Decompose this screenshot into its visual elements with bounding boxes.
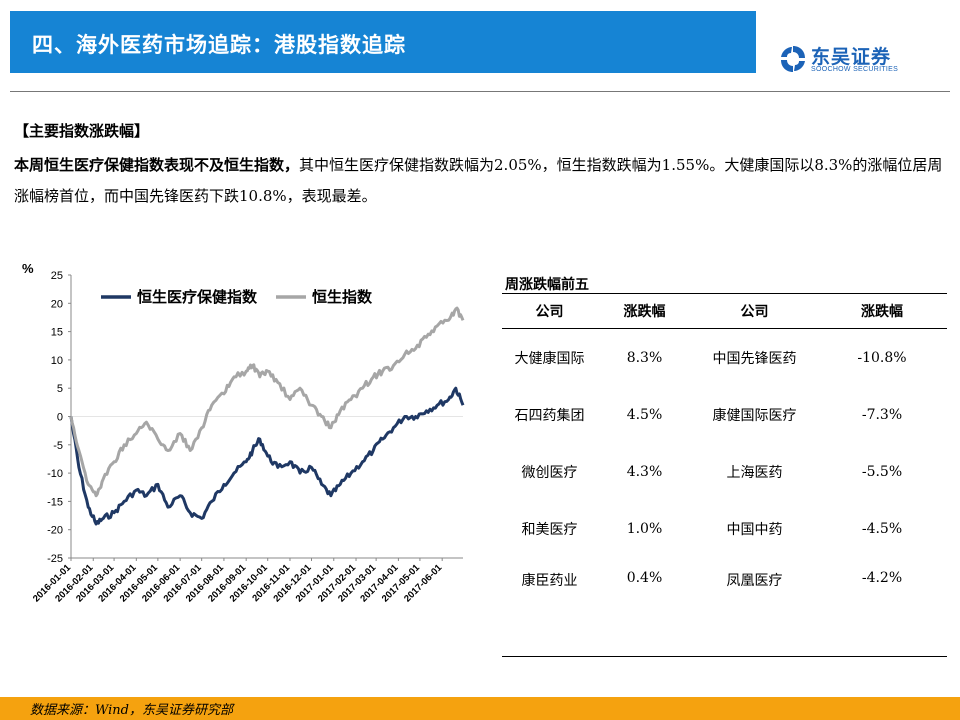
- page-title: 四、海外医药市场追踪：港股指数追踪: [32, 32, 406, 57]
- table-cell: 凤凰医疗: [692, 557, 817, 657]
- table-title: 周涨跌幅前五: [505, 277, 589, 293]
- table-cell: 石四药集团: [514, 407, 585, 424]
- table-cell: 大健康国际: [514, 350, 585, 367]
- y-tick-label: 25: [51, 270, 63, 282]
- col-header-change-up: 涨跌幅: [597, 293, 692, 329]
- table-row: 微创医疗 4.3% 上海医药 -5.5%: [502, 443, 947, 500]
- y-tick-label: 5: [57, 383, 63, 395]
- series-line-hs-healthcare: [69, 386, 465, 526]
- table-cell: 康健国际医疗: [712, 407, 797, 424]
- table-cell: 1.0%: [626, 520, 663, 537]
- table-header-row: 公司 涨跌幅 公司 涨跌幅: [502, 293, 947, 329]
- col-header-company-up: 公司: [502, 293, 597, 329]
- y-tick-label: -5: [53, 440, 63, 452]
- table-cell: 和美医疗: [521, 521, 578, 538]
- section-heading: 【主要指数涨跌幅】: [14, 122, 150, 140]
- header-bar: 四、海外医药市场追踪：港股指数追踪: [10, 11, 756, 73]
- table-cell: 8.3%: [626, 349, 663, 366]
- table-row: 大健康国际 8.3% 中国先锋医药 -10.8%: [502, 329, 947, 387]
- table-cell: -4.2%: [817, 557, 947, 657]
- table-cell: -4.5%: [861, 520, 903, 537]
- legend-label: 恒生指数: [312, 288, 373, 306]
- table-cell: -5.5%: [861, 463, 903, 480]
- summary-paragraph: 本周恒生医疗保健指数表现不及恒生指数，其中恒生医疗保健指数跌幅为2.05%，恒生…: [14, 150, 949, 212]
- y-tick-label: 20: [51, 298, 63, 310]
- legend-label: 恒生医疗保健指数: [137, 288, 258, 306]
- logo-mark-icon: [781, 46, 805, 72]
- logo-subtext: SOOCHOW SECURITIES: [811, 66, 899, 73]
- data-source: 数据来源：Wind，东吴证券研究部: [30, 703, 233, 718]
- table-row: 石四药集团 4.5% 康健国际医疗 -7.3%: [502, 386, 947, 443]
- table-cell: 微创医疗: [521, 464, 578, 481]
- y-tick-label: 15: [51, 327, 63, 339]
- y-tick-label: -15: [47, 496, 63, 508]
- company-logo: 东吴证券 SOOCHOW SECURITIES: [778, 44, 918, 78]
- y-tick-label: -10: [47, 468, 63, 480]
- weekly-rank-table: 公司 涨跌幅 公司 涨跌幅 大健康国际 8.3% 中国先锋医药 -10.8% 石…: [502, 293, 947, 657]
- col-header-company-down: 公司: [692, 293, 817, 329]
- summary-bold: 本周恒生医疗保健指数表现不及恒生指数，: [14, 156, 300, 174]
- summary-rest: 其中恒生医疗保健指数跌幅为2.05%，恒生指数跌幅为1.55%。大健康国际以8.…: [14, 156, 943, 205]
- series-line-hsi: [69, 306, 465, 498]
- index-chart: % 25 20 15 10 5 0 -5 -10 -15 -20 -25 2016-01-01 2016-…: [8, 255, 478, 630]
- table-cell: 中国中药: [726, 521, 783, 538]
- y-tick-label: 0: [57, 412, 63, 424]
- footer-bar: 数据来源：Wind，东吴证券研究部: [0, 697, 960, 720]
- table-row: 和美医疗 1.0% 中国中药 -4.5%: [502, 500, 947, 557]
- header-divider: [10, 91, 950, 92]
- y-tick-label: -25: [47, 553, 63, 565]
- table-cell: 中国先锋医药: [712, 350, 797, 367]
- table-row: 康臣药业 0.4% 凤凰医疗 -4.2%: [502, 557, 947, 657]
- index-chart-svg: % 2520151050-5-10-15-20-252016-01-012016-…: [22, 261, 465, 604]
- y-tick-label: -20: [47, 525, 63, 537]
- table-cell: 4.5%: [626, 406, 663, 423]
- y-tick-label: 10: [51, 355, 63, 367]
- table-cell: -7.3%: [861, 406, 903, 423]
- table-cell: 上海医药: [726, 464, 783, 481]
- table-cell: 4.3%: [626, 463, 663, 480]
- table-cell: -10.8%: [857, 349, 907, 366]
- logo-text: 东吴证券: [811, 46, 892, 68]
- table-cell: 0.4%: [597, 557, 692, 657]
- col-header-change-down: 涨跌幅: [817, 293, 947, 329]
- table-cell: 康臣药业: [502, 557, 597, 657]
- y-axis-label: %: [22, 261, 34, 276]
